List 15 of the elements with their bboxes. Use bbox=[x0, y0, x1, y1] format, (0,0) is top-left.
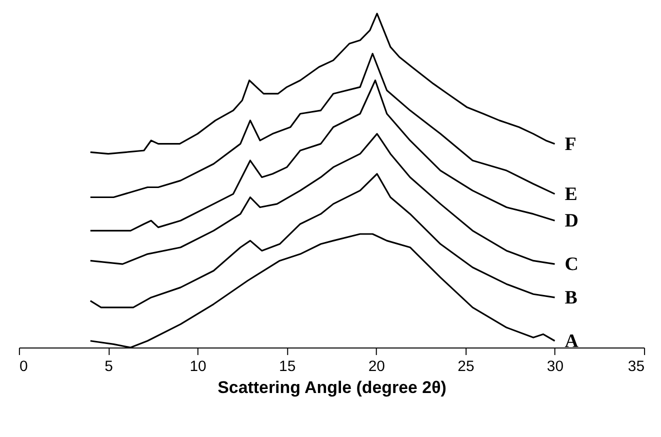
x-tick-label: 30 bbox=[546, 358, 564, 375]
x-tick-label: 20 bbox=[368, 358, 385, 375]
series-label: D bbox=[564, 210, 578, 232]
x-tick-label: 25 bbox=[458, 358, 474, 375]
series-label: B bbox=[564, 287, 578, 308]
x-tick-label: 0 bbox=[19, 358, 28, 375]
x-tick-label: 15 bbox=[279, 358, 296, 375]
x-tick-label: 35 bbox=[628, 358, 645, 375]
x-axis-title: Scattering Angle (degree 2θ) bbox=[218, 378, 446, 397]
x-tick-label: 10 bbox=[190, 358, 206, 375]
x-tick-label: 5 bbox=[104, 358, 113, 375]
series-label: F bbox=[564, 134, 576, 155]
series-label: A bbox=[564, 330, 579, 352]
series-label: C bbox=[564, 254, 578, 276]
series-label: E bbox=[564, 184, 578, 205]
